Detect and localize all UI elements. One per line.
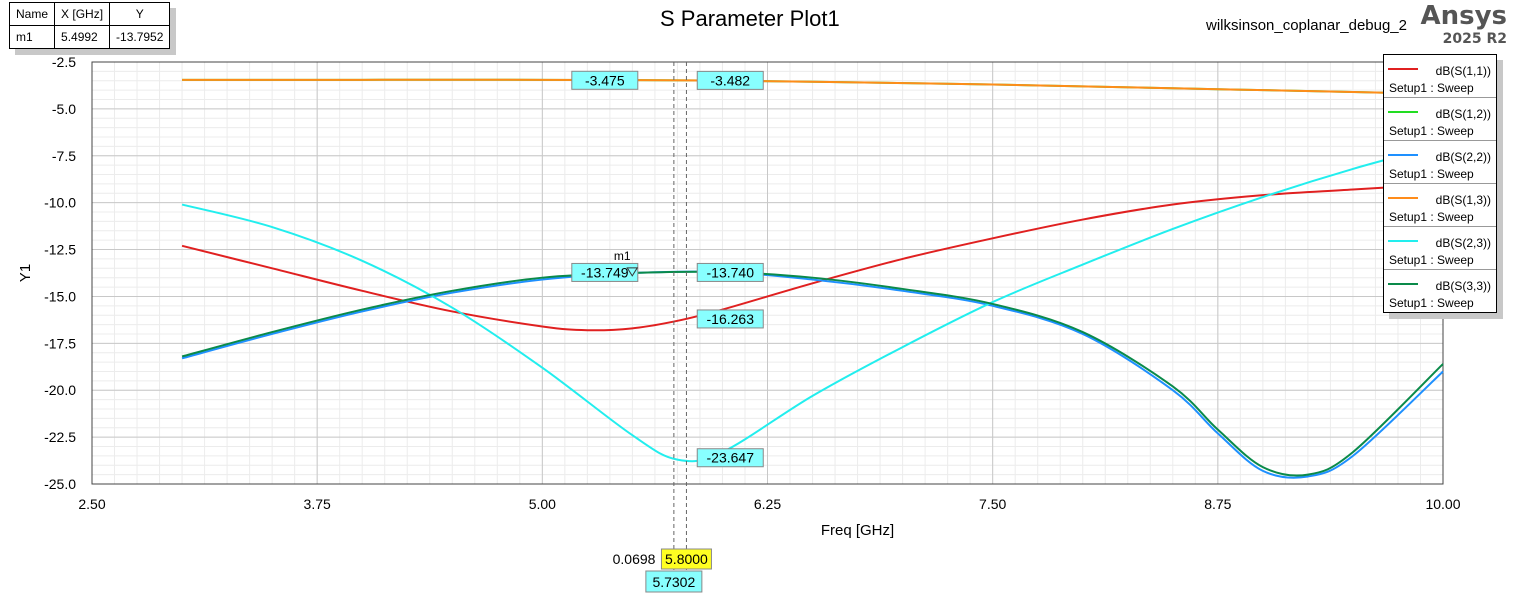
y-tick-label: -10.0 bbox=[44, 195, 76, 211]
marker-label: m1 bbox=[614, 249, 631, 263]
cursor-value-box bbox=[571, 70, 639, 90]
legend-series-name: dB(S(2,3)) bbox=[1435, 236, 1491, 250]
cursor-delta-label: 0.0698 bbox=[613, 551, 656, 567]
x-axis-label: Freq [GHz] bbox=[821, 522, 894, 539]
legend-swatch bbox=[1388, 283, 1418, 285]
cursor-lines[interactable]: 5.8000 5.7302 0.0698 -3.475 -3.482 -13.749 -13… bbox=[571, 62, 764, 593]
y-tick-label: -25.0 bbox=[44, 476, 76, 492]
y-tick-label: -2.5 bbox=[52, 54, 76, 70]
legend-swatch bbox=[1388, 111, 1418, 113]
y-tick-label: -7.5 bbox=[52, 148, 76, 164]
series-line-4 bbox=[182, 78, 1444, 95]
cursor-value-box bbox=[696, 70, 764, 90]
x-tick-label: 10.00 bbox=[1425, 496, 1460, 512]
series-lines bbox=[181, 78, 1444, 479]
marker-triangle-icon[interactable] bbox=[626, 267, 639, 277]
y-axis-label: Y1 bbox=[17, 264, 34, 282]
marker-table[interactable]: Name X [GHz] Y m1 5.4992 -13.7952 bbox=[8, 2, 171, 49]
legend-swatch bbox=[1388, 240, 1418, 242]
legend-setup: Setup1 : Sweep bbox=[1389, 124, 1474, 138]
marker-row-x: 5.4992 bbox=[54, 25, 111, 49]
x-tick-label: 7.50 bbox=[979, 496, 1006, 512]
x-tick-label: 2.50 bbox=[78, 496, 105, 512]
project-name: wilksinson_coplanar_debug_2 bbox=[1206, 17, 1407, 34]
cursor-value-box bbox=[696, 262, 764, 282]
x-tick-label: 5.00 bbox=[529, 496, 556, 512]
cursor-value-label: -3.475 bbox=[585, 72, 625, 88]
series-line-1 bbox=[181, 182, 1444, 332]
cursor-value-box bbox=[696, 309, 764, 329]
legend-swatch bbox=[1388, 154, 1418, 156]
series-line-6 bbox=[181, 270, 1444, 477]
x-tick-label: 6.25 bbox=[754, 496, 781, 512]
cursor-value-box bbox=[571, 262, 639, 282]
legend[interactable]: dB(S(1,1)) Setup1 : Sweep dB(S(1,2)) Set… bbox=[1383, 54, 1497, 313]
brand-name: Ansys bbox=[1420, 1, 1507, 31]
legend-series-name: dB(S(1,1)) bbox=[1435, 64, 1491, 78]
series-line-5 bbox=[181, 143, 1444, 463]
cursor-value-label: -13.749 bbox=[581, 264, 629, 280]
cursor-value-label: -16.263 bbox=[707, 311, 755, 327]
legend-setup: Setup1 : Sweep bbox=[1389, 81, 1474, 95]
marker-col-y: Y bbox=[109, 2, 171, 26]
legend-item-s13[interactable]: dB(S(1,3)) Setup1 : Sweep bbox=[1384, 184, 1496, 227]
legend-setup: Setup1 : Sweep bbox=[1389, 253, 1474, 267]
legend-series-name: dB(S(1,3)) bbox=[1435, 193, 1491, 207]
marker-row-y: -13.7952 bbox=[109, 25, 171, 49]
marker-col-name: Name bbox=[8, 2, 56, 26]
y-tick-label: -5.0 bbox=[52, 101, 76, 117]
marker-row-name: m1 bbox=[8, 25, 56, 49]
cursor-value-label: -13.740 bbox=[707, 264, 755, 280]
cursor-value-label: -23.647 bbox=[707, 450, 755, 466]
legend-swatch bbox=[1388, 197, 1418, 199]
marker-row[interactable]: m1 5.4992 -13.7952 bbox=[8, 25, 171, 49]
chart-title: S Parameter Plot1 bbox=[660, 6, 840, 31]
y-tick-label: -12.5 bbox=[44, 242, 76, 258]
series-line-3 bbox=[181, 270, 1444, 479]
legend-series-name: dB(S(1,2)) bbox=[1435, 107, 1491, 121]
legend-item-s11[interactable]: dB(S(1,1)) Setup1 : Sweep bbox=[1384, 55, 1496, 98]
legend-item-s12[interactable]: dB(S(1,2)) Setup1 : Sweep bbox=[1384, 98, 1496, 141]
y-tick-label: -20.0 bbox=[44, 382, 76, 398]
cursor-x-label-bg[interactable] bbox=[660, 548, 712, 570]
legend-setup: Setup1 : Sweep bbox=[1389, 167, 1474, 181]
cursor-x-label: 5.8000 bbox=[665, 551, 708, 567]
legend-item-s33[interactable]: dB(S(3,3)) Setup1 : Sweep bbox=[1384, 270, 1496, 312]
cursor-x-label: 5.7302 bbox=[652, 574, 695, 590]
legend-setup: Setup1 : Sweep bbox=[1389, 296, 1474, 310]
cursor-x-label-bg[interactable] bbox=[645, 570, 703, 593]
brand-logo: Ansys 2025 R2 bbox=[1420, 3, 1507, 46]
legend-setup: Setup1 : Sweep bbox=[1389, 210, 1474, 224]
legend-item-s22[interactable]: dB(S(2,2)) Setup1 : Sweep bbox=[1384, 141, 1496, 184]
axis-labels: 2.50 3.75 5.00 6.25 7.50 8.75 10.00 -2.5 -5.0 -7.… bbox=[17, 54, 1461, 539]
y-tick-label: -15.0 bbox=[44, 288, 76, 304]
marker-col-x: X [GHz] bbox=[54, 2, 111, 26]
cursor-value-label: -3.482 bbox=[710, 72, 750, 88]
legend-item-s23[interactable]: dB(S(2,3)) Setup1 : Sweep bbox=[1384, 227, 1496, 270]
y-tick-label: -17.5 bbox=[44, 335, 76, 351]
brand-version: 2025 R2 bbox=[1442, 31, 1507, 47]
legend-series-name: dB(S(2,2)) bbox=[1435, 150, 1491, 164]
x-tick-label: 8.75 bbox=[1204, 496, 1231, 512]
x-tick-label: 3.75 bbox=[304, 496, 331, 512]
legend-series-name: dB(S(3,3)) bbox=[1435, 279, 1491, 293]
legend-swatch bbox=[1388, 68, 1418, 70]
grid bbox=[91, 61, 1444, 485]
y-tick-label: -22.5 bbox=[44, 429, 76, 445]
marker-table-header: Name X [GHz] Y bbox=[8, 2, 171, 26]
cursor-value-box bbox=[696, 448, 764, 468]
